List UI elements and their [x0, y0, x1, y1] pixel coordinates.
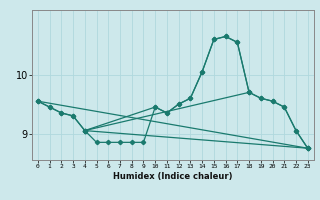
X-axis label: Humidex (Indice chaleur): Humidex (Indice chaleur): [113, 172, 233, 181]
